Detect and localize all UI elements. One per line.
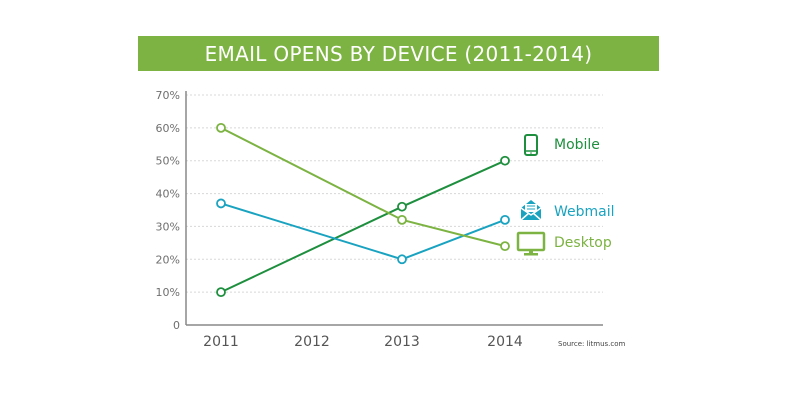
legend: Mobile Webmail Desktop bbox=[516, 134, 615, 256]
legend-label: Desktop bbox=[554, 235, 612, 251]
data-point bbox=[500, 155, 510, 166]
data-point bbox=[500, 214, 510, 225]
y-tick-label: 70% bbox=[156, 89, 180, 102]
chart-title-bar: EMAIL OPENS BY DEVICE (2011-2014) bbox=[138, 36, 659, 71]
data-point bbox=[216, 198, 226, 209]
desktop-monitor-icon bbox=[516, 231, 546, 256]
chart-title: EMAIL OPENS BY DEVICE (2011-2014) bbox=[204, 41, 593, 66]
axes bbox=[185, 91, 603, 326]
legend-item-mobile: Mobile bbox=[524, 134, 600, 156]
data-point bbox=[397, 201, 407, 212]
x-tick-label: 2011 bbox=[203, 334, 239, 350]
data-point bbox=[500, 241, 510, 252]
series-desktop bbox=[216, 122, 510, 252]
y-tick-label: 60% bbox=[156, 122, 180, 135]
y-tick-label: 40% bbox=[156, 188, 180, 201]
data-point bbox=[397, 254, 407, 265]
data-point bbox=[216, 287, 226, 298]
data-point bbox=[397, 214, 407, 225]
data-point bbox=[216, 122, 226, 133]
series-line bbox=[220, 126, 506, 248]
x-tick-label: 2012 bbox=[294, 334, 330, 350]
y-tick-label: 0 bbox=[173, 319, 180, 332]
series-line bbox=[220, 202, 506, 261]
legend-label: Mobile bbox=[554, 137, 600, 153]
series-lines bbox=[216, 122, 510, 298]
gridlines bbox=[186, 94, 603, 293]
x-tick-label: 2013 bbox=[384, 334, 420, 350]
series-mobile bbox=[216, 155, 510, 298]
x-tick-label: 2014 bbox=[487, 334, 523, 350]
series-webmail bbox=[216, 198, 510, 265]
source-note: Source: litmus.com bbox=[558, 340, 626, 348]
legend-label: Webmail bbox=[554, 204, 615, 220]
y-tick-label: 30% bbox=[156, 220, 180, 233]
y-tick-label: 10% bbox=[156, 286, 180, 299]
y-tick-label: 50% bbox=[156, 155, 180, 168]
y-axis-ticks: 0 10% 20% 30% 40% 50% 60% 70% bbox=[156, 89, 180, 332]
mobile-phone-icon bbox=[524, 134, 538, 156]
envelope-open-icon bbox=[520, 200, 542, 221]
legend-item-webmail: Webmail bbox=[520, 200, 615, 221]
legend-item-desktop: Desktop bbox=[516, 231, 612, 256]
x-axis-ticks: 2011 2012 2013 2014 bbox=[203, 334, 523, 350]
y-tick-label: 20% bbox=[156, 253, 180, 266]
